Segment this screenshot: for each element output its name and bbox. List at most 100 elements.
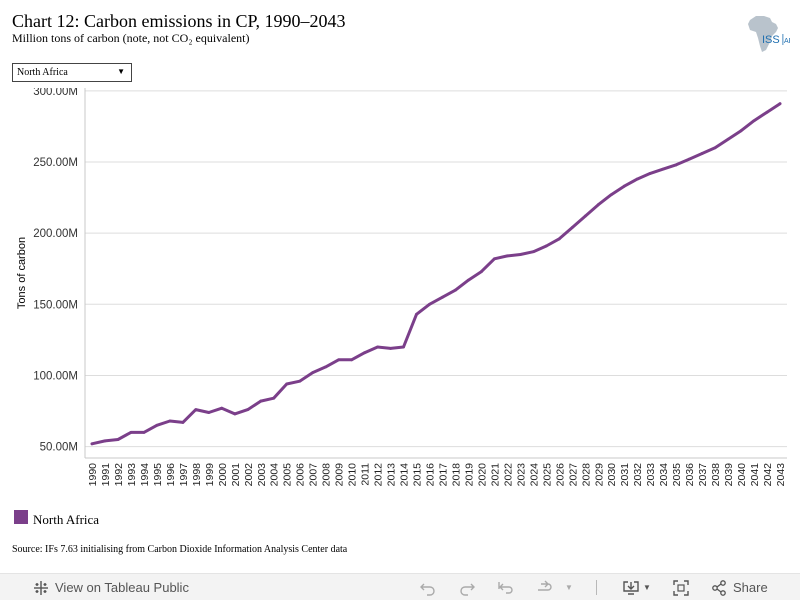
x-tick-label: 2029 bbox=[593, 463, 605, 487]
region-select[interactable]: North Africa ▼ bbox=[12, 63, 132, 82]
view-on-tableau-button[interactable]: View on Tableau Public bbox=[33, 574, 189, 601]
data-point bbox=[531, 250, 535, 254]
legend-label: North Africa bbox=[33, 512, 100, 527]
x-tick-label: 2030 bbox=[606, 463, 618, 487]
redo-button[interactable] bbox=[458, 574, 476, 601]
x-tick-label: 2016 bbox=[425, 463, 437, 487]
data-point bbox=[700, 152, 704, 155]
data-point bbox=[752, 119, 756, 123]
toolbar-divider bbox=[596, 580, 597, 595]
data-point bbox=[168, 419, 172, 423]
data-point bbox=[259, 399, 263, 403]
view-on-tableau-label: View on Tableau Public bbox=[55, 580, 189, 595]
undo-icon bbox=[419, 580, 437, 596]
share-button[interactable]: Share bbox=[711, 574, 768, 601]
data-point bbox=[726, 137, 730, 141]
x-tick-label: 2041 bbox=[749, 463, 761, 487]
data-point bbox=[596, 203, 600, 207]
tableau-icon bbox=[33, 580, 49, 596]
data-point bbox=[661, 167, 665, 171]
x-tick-label: 2000 bbox=[217, 463, 229, 487]
series-line bbox=[90, 102, 782, 446]
data-point bbox=[311, 371, 315, 375]
x-tick-label: 2009 bbox=[334, 463, 346, 487]
data-point bbox=[350, 358, 354, 362]
x-tick-label: 2015 bbox=[412, 463, 424, 487]
data-point bbox=[648, 171, 652, 175]
data-point bbox=[428, 302, 431, 306]
y-tick-label: 200.00M bbox=[33, 228, 78, 240]
data-point bbox=[493, 257, 496, 261]
x-tick-label: 2042 bbox=[762, 463, 774, 487]
data-point bbox=[272, 396, 276, 400]
data-point bbox=[480, 270, 483, 273]
undo-button[interactable] bbox=[419, 574, 437, 601]
x-tick-label: 1998 bbox=[191, 463, 203, 487]
refresh-button[interactable] bbox=[535, 574, 553, 601]
x-tick-label: 2028 bbox=[580, 463, 592, 487]
fullscreen-button[interactable] bbox=[672, 574, 690, 601]
x-tick-label: 1994 bbox=[139, 463, 151, 487]
data-point bbox=[441, 295, 444, 299]
data-point bbox=[324, 365, 328, 369]
source-note: Source: IFs 7.63 initialising from Carbo… bbox=[12, 544, 348, 555]
x-tick-label: 2011 bbox=[360, 463, 372, 486]
data-point bbox=[194, 408, 198, 412]
x-tick-label: 2014 bbox=[399, 463, 411, 487]
x-tick-label: 1995 bbox=[152, 463, 164, 487]
data-point bbox=[713, 146, 717, 150]
data-point bbox=[570, 226, 574, 229]
x-tick-label: 2025 bbox=[541, 463, 553, 487]
data-point bbox=[220, 406, 224, 410]
legend-swatch bbox=[14, 510, 28, 524]
y-tick-label: 100.00M bbox=[33, 370, 78, 382]
data-point bbox=[778, 102, 782, 106]
fullscreen-icon bbox=[672, 579, 690, 596]
x-tick-label: 2020 bbox=[476, 463, 488, 487]
data-point bbox=[376, 345, 379, 349]
x-tick-label: 2003 bbox=[256, 463, 268, 487]
revert-button[interactable] bbox=[497, 574, 515, 601]
data-point bbox=[557, 237, 561, 241]
x-tick-label: 2035 bbox=[671, 463, 683, 487]
x-tick-label: 2037 bbox=[697, 463, 709, 487]
refresh-icon bbox=[535, 580, 553, 596]
data-point bbox=[233, 412, 237, 416]
x-tick-label: 1993 bbox=[126, 463, 138, 487]
x-tick-label: 1992 bbox=[113, 463, 125, 487]
x-tick-label: 2036 bbox=[684, 463, 696, 487]
data-point bbox=[687, 157, 691, 161]
data-point bbox=[583, 214, 587, 218]
x-tick-label: 2026 bbox=[554, 463, 566, 487]
data-point bbox=[298, 379, 302, 383]
data-point bbox=[246, 408, 250, 412]
x-tick-label: 2006 bbox=[295, 463, 307, 487]
x-tick-label: 2008 bbox=[321, 463, 333, 487]
x-tick-label: 2005 bbox=[282, 463, 294, 487]
x-tick-label: 2001 bbox=[230, 463, 242, 487]
chart-subtitle: Million tons of carbon (note, not CO₂ eq… bbox=[12, 31, 250, 45]
data-point bbox=[155, 423, 159, 427]
x-tick-label: 2038 bbox=[710, 463, 722, 487]
data-point bbox=[505, 254, 509, 258]
y-tick-label: 250.00M bbox=[33, 157, 78, 169]
revert-icon bbox=[497, 580, 515, 596]
logo-text-main: ISS bbox=[762, 34, 780, 46]
logo-text-sub: AF bbox=[784, 38, 790, 45]
y-axis-label: Tons of carbon bbox=[16, 237, 28, 309]
data-point bbox=[363, 351, 367, 355]
x-tick-label: 2033 bbox=[645, 463, 657, 487]
download-button[interactable]: ▼ bbox=[622, 574, 651, 601]
x-tick-label: 2034 bbox=[658, 463, 670, 487]
x-tick-label: 2007 bbox=[308, 463, 320, 487]
x-tick-label: 2017 bbox=[437, 463, 449, 487]
iss-africa-logo: ISS AF bbox=[742, 12, 793, 56]
x-tick-label: 2021 bbox=[489, 463, 501, 487]
x-tick-label: 2019 bbox=[463, 463, 475, 487]
data-point bbox=[544, 244, 548, 248]
x-tick-label: 2004 bbox=[269, 463, 281, 487]
redo-icon bbox=[458, 580, 476, 596]
tableau-toolbar: View on Tableau Public ▼ ▼ bbox=[0, 573, 800, 600]
x-tick-label: 2032 bbox=[632, 463, 644, 487]
refresh-options-dropdown[interactable]: ▼ bbox=[565, 574, 573, 601]
